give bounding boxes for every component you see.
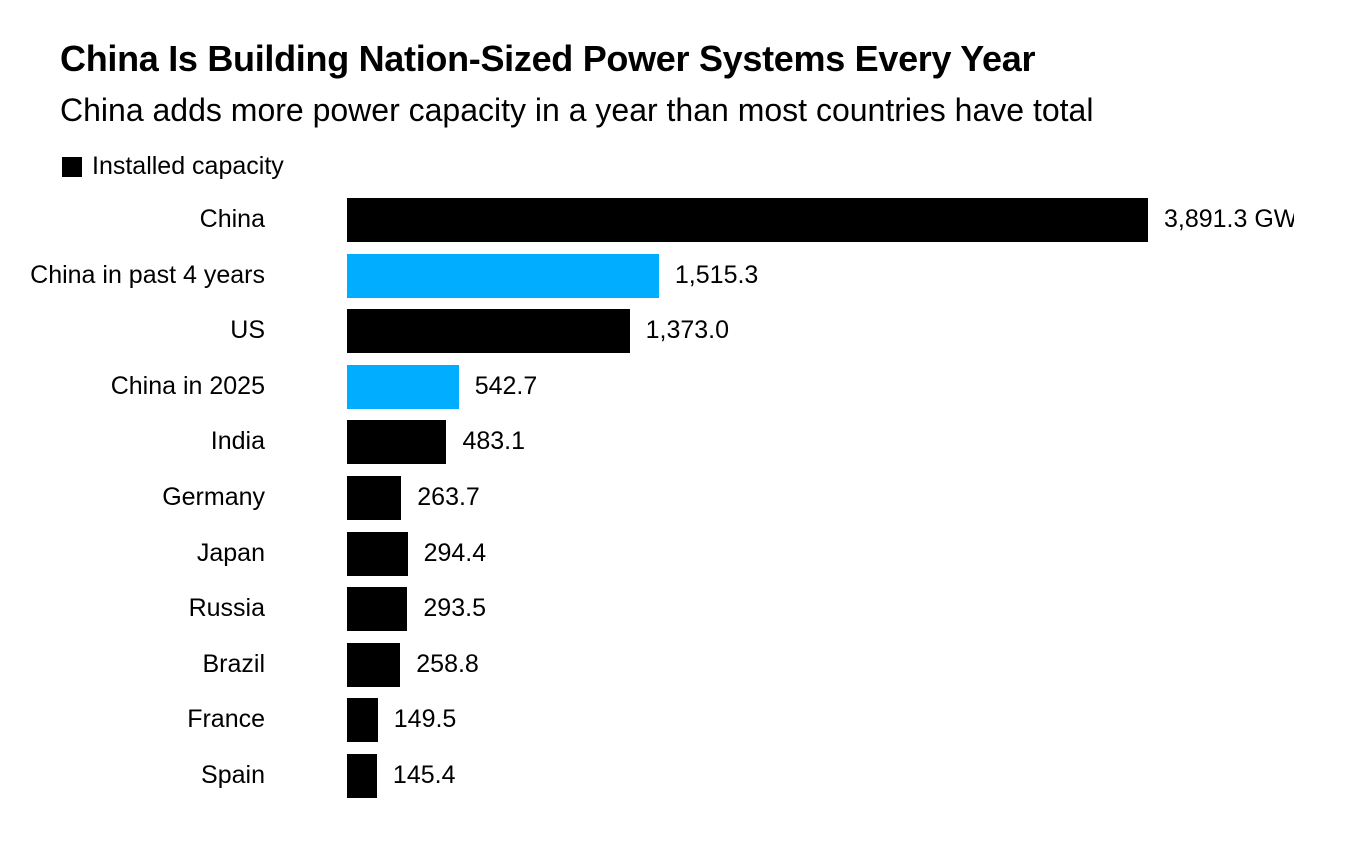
value-label: 294.4	[423, 538, 487, 567]
category-label: US	[230, 316, 265, 345]
category-label: Spain	[201, 761, 265, 789]
bar	[347, 198, 1148, 242]
legend: Installed capacity	[62, 152, 284, 181]
value-label: 483.1	[462, 427, 525, 456]
chart-title: China Is Building Nation-Sized Power Sys…	[60, 38, 1036, 79]
bar	[347, 420, 447, 465]
category-label: Japan	[196, 538, 265, 567]
value-label: 258.8	[416, 649, 479, 678]
category-label: China	[199, 205, 265, 233]
value-label: 149.5	[393, 705, 457, 734]
category-label: Brazil	[202, 649, 265, 678]
bar	[347, 698, 378, 743]
bar	[347, 476, 402, 520]
category-label: France	[187, 705, 265, 734]
value-label: 1,373.0	[645, 316, 730, 345]
bar	[347, 754, 377, 798]
category-label: Germany	[162, 483, 265, 511]
bar	[347, 253, 659, 298]
bar	[347, 587, 408, 632]
bar	[347, 309, 630, 354]
bar	[347, 642, 401, 687]
bar	[347, 364, 459, 409]
category-label: Russia	[188, 594, 265, 623]
chart-subtitle: China adds more power capacity in a year…	[60, 92, 1094, 128]
value-label: 293.5	[423, 594, 486, 623]
category-label: China in past 4 years	[30, 260, 265, 289]
value-label: 1,515.3	[674, 260, 759, 289]
category-label: China in 2025	[110, 371, 265, 400]
legend-swatch	[62, 156, 82, 177]
category-label: India	[210, 427, 265, 456]
bar	[347, 531, 408, 576]
plot-area: China 3,891.3 GW China in past 4 years 1,51…	[30, 198, 1294, 798]
value-label: 542.7	[474, 371, 538, 400]
value-label: 145.4	[392, 761, 456, 789]
legend-label: Installed capacity	[92, 152, 284, 180]
value-label: 3,891.3 GW	[1164, 205, 1294, 233]
value-label: 263.7	[417, 483, 480, 511]
